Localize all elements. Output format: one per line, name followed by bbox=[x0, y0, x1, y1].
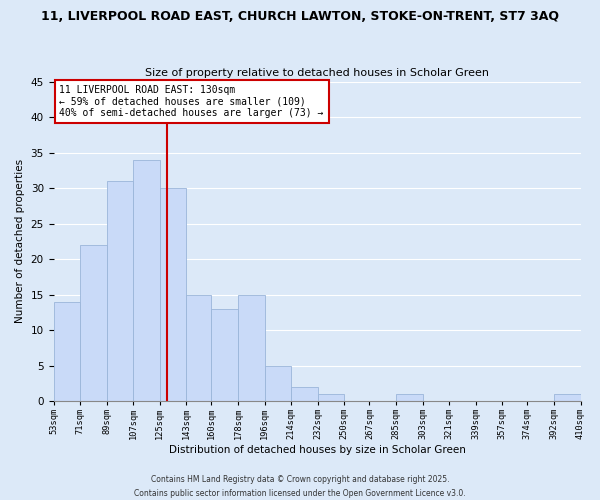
Title: Size of property relative to detached houses in Scholar Green: Size of property relative to detached ho… bbox=[145, 68, 489, 78]
Bar bbox=[396, 394, 422, 401]
Bar bbox=[554, 394, 581, 401]
X-axis label: Distribution of detached houses by size in Scholar Green: Distribution of detached houses by size … bbox=[169, 445, 466, 455]
Bar bbox=[80, 245, 107, 401]
Bar bbox=[107, 181, 133, 401]
Y-axis label: Number of detached properties: Number of detached properties bbox=[15, 159, 25, 324]
Bar bbox=[53, 302, 80, 401]
Text: 11 LIVERPOOL ROAD EAST: 130sqm
← 59% of detached houses are smaller (109)
40% of: 11 LIVERPOOL ROAD EAST: 130sqm ← 59% of … bbox=[59, 85, 324, 118]
Bar bbox=[133, 160, 160, 401]
Text: 11, LIVERPOOL ROAD EAST, CHURCH LAWTON, STOKE-ON-TRENT, ST7 3AQ: 11, LIVERPOOL ROAD EAST, CHURCH LAWTON, … bbox=[41, 10, 559, 23]
Bar bbox=[291, 387, 318, 401]
Bar bbox=[160, 188, 187, 401]
Bar bbox=[265, 366, 291, 401]
Bar bbox=[211, 308, 238, 401]
Bar bbox=[238, 294, 265, 401]
Bar bbox=[318, 394, 344, 401]
Bar bbox=[187, 294, 211, 401]
Text: Contains HM Land Registry data © Crown copyright and database right 2025.
Contai: Contains HM Land Registry data © Crown c… bbox=[134, 476, 466, 498]
